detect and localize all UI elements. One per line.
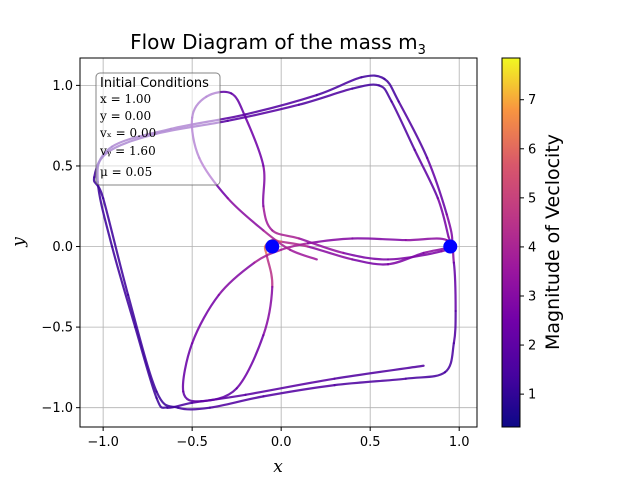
trajectory-segment [235,334,265,390]
trajectory-segment [262,205,274,232]
trajectory-segment [333,364,425,380]
trajectory-segment [244,377,336,396]
primary-mass-point [265,239,280,254]
legend-box: Initial Conditions x = 1.00 y = 0.00 vₓ … [95,72,221,186]
trajectory-segment [271,229,301,240]
y-tick-label: −0.5 [41,321,73,336]
trajectory-segment [226,103,301,122]
trajectory-segment [386,250,443,261]
legend-line-mu: μ = 0.05 [100,165,152,179]
trajectory-segment [176,406,212,411]
trajectory-segment [436,197,450,238]
trajectory-segment [155,390,180,409]
trajectory-segment [306,237,354,245]
chart-title-subscript: 3 [418,43,426,58]
trajectory-segment [426,156,448,216]
trajectory-segment [390,100,416,151]
colorbar-tick-label: 6 [528,142,536,157]
trajectory-segment [383,77,400,103]
trajectory-segment [342,251,390,261]
x-tick-label: 0.5 [360,435,381,450]
legend-frame [95,72,221,186]
y-tick-label: −1.0 [41,401,73,416]
trajectory-segment [208,395,265,409]
trajectory-segment [360,74,386,81]
colorbar-ticks: 1 2 3 4 5 6 7 [520,93,536,403]
trajectory-segment [288,248,318,261]
trajectory-segment [351,237,407,242]
plot-area: −1.0 −0.5 0.0 0.5 1.0 −1.0 −0.5 0.0 0.5 1.0 [41,57,478,450]
trajectory-segment [377,84,393,103]
trajectory-segment [280,240,309,248]
trajectory-segment [217,261,256,296]
legend-line-vy: vᵧ = 1.60 [99,144,156,158]
x-tick-label: −0.5 [176,435,208,450]
x-axis-label: x [273,457,283,477]
trajectory-segment [443,342,455,374]
colorbar: 1 2 3 4 5 6 7 Magnitude of Veclocity [501,57,564,428]
legend-line-x: x = 1.00 [100,92,151,106]
trajectory-segment [262,384,336,398]
trajectory-segment [230,92,247,119]
x-tick-label: −1.0 [87,435,119,450]
colorbar-gradient [501,57,521,428]
colorbar-label: Magnitude of Veclocity [542,134,564,350]
trajectory-segment [181,342,194,393]
colorbar-tick-label: 2 [528,339,536,354]
trajectory-segment [404,371,447,380]
trajectory-segment [452,261,457,313]
colorbar-tick-label: 7 [528,93,536,108]
trajectory-segment [261,164,266,208]
trajectory-segment [306,245,354,261]
trajectory-segment [280,242,309,251]
trajectory-segment [315,76,363,97]
legend-line-y: y = 0.00 [99,109,151,123]
trajectory-segment [351,83,381,90]
trajectory-segment [351,258,390,266]
trajectory-segment [102,197,130,296]
colorbar-tick-label: 5 [528,191,536,206]
trajectory-segment [191,293,220,345]
trajectory-segment [182,390,203,403]
primary-mass-point [443,239,458,254]
y-axis-label: y [9,237,29,248]
trajectory-segment [253,248,283,264]
trajectory-segment [297,237,345,255]
trajectory-segment [262,285,274,337]
primaries [265,239,458,254]
trajectory-segment [199,387,238,403]
legend-title: Initial Conditions [100,76,209,91]
trajectory-segment [262,229,292,251]
colorbar-tick-label: 4 [528,240,536,255]
trajectory-segment [297,87,354,106]
trajectory-segment [126,293,158,393]
trajectory-segment [413,148,439,200]
trajectory-segment [110,245,137,329]
x-tick-label: 0.0 [271,435,292,450]
colorbar-tick-label: 1 [528,388,536,403]
axis-ticks: −1.0 −0.5 0.0 0.5 1.0 −1.0 −0.5 0.0 0.5 1.0 [41,79,469,450]
y-tick-label: 0.5 [52,159,73,174]
trajectory-segment [226,197,265,232]
trajectory-segment [244,93,318,116]
plot-frame [79,57,478,428]
trajectory-segment [265,255,274,288]
chart-title: Flow Diagram of the mass m3 [130,30,426,58]
trajectory-segment [386,251,425,266]
colorbar-tick-label: 3 [528,289,536,304]
trajectory-segment [134,325,158,400]
chart-title-main: Flow Diagram of the mass m [130,30,417,54]
trajectory-segment [452,309,457,345]
trajectory-segment [244,116,265,168]
trajectory-segment [333,377,407,387]
trajectory-segment [92,176,105,200]
y-tick-label: 1.0 [52,79,73,94]
trajectory-segment [155,396,169,409]
y-tick-label: 0.0 [52,240,73,255]
x-tick-label: 1.0 [449,435,470,450]
legend-line-vx: vₓ = 0.00 [99,126,156,140]
trajectory-segment [404,237,448,242]
trajectory-segment [397,100,429,160]
